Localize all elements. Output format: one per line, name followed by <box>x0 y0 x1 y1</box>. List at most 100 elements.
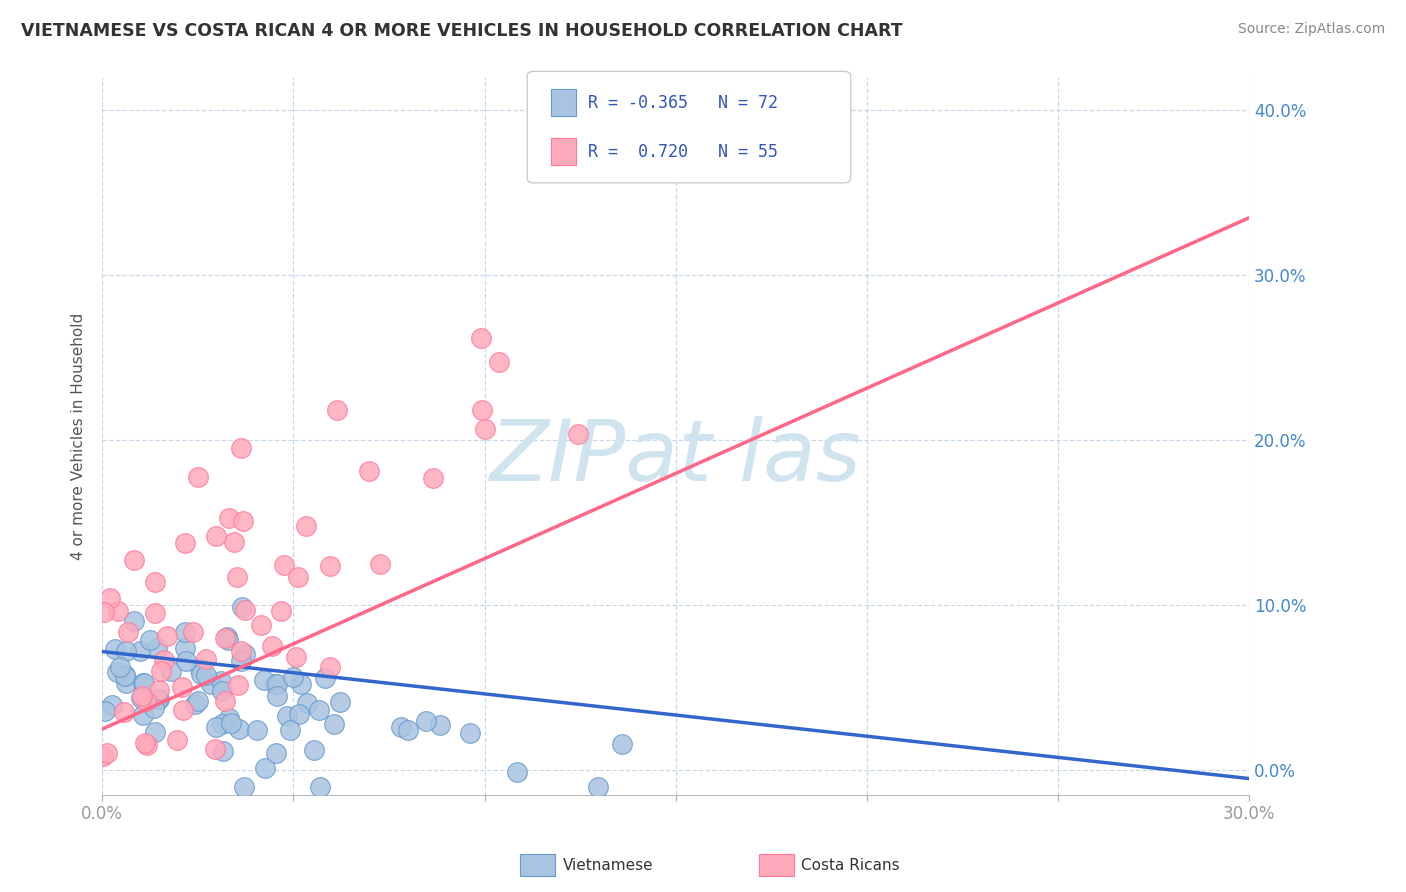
Point <box>181 625 204 640</box>
Point <box>253 761 276 775</box>
Point <box>266 689 288 703</box>
Point <box>129 690 152 705</box>
Point <box>148 691 170 706</box>
Point <box>115 643 138 657</box>
Point <box>143 574 166 589</box>
Point <box>136 738 159 752</box>
Text: R = -0.365   N = 72: R = -0.365 N = 72 <box>588 94 778 112</box>
Point <box>132 676 155 690</box>
Point <box>228 722 250 736</box>
Point <box>270 604 292 618</box>
Point <box>143 700 166 714</box>
Point <box>368 557 391 571</box>
Point <box>148 682 170 697</box>
Point <box>263 677 285 691</box>
Point <box>285 649 308 664</box>
Point <box>218 510 240 524</box>
Point <box>132 676 155 690</box>
Point <box>260 639 283 653</box>
Point <box>148 692 170 706</box>
Point <box>146 640 169 655</box>
Point <box>112 705 135 719</box>
Point <box>429 718 451 732</box>
Point <box>415 714 437 728</box>
Point <box>290 677 312 691</box>
Point <box>233 648 256 662</box>
Point <box>273 558 295 573</box>
Point <box>166 733 188 747</box>
Point <box>172 680 194 694</box>
Point <box>266 746 288 760</box>
Point <box>91 748 114 763</box>
Text: Costa Ricans: Costa Ricans <box>801 858 900 872</box>
Point <box>187 694 209 708</box>
Point <box>187 469 209 483</box>
Point <box>471 403 494 417</box>
Point <box>211 717 233 731</box>
Point <box>156 629 179 643</box>
Point <box>190 667 212 681</box>
Point <box>276 709 298 723</box>
Point <box>219 716 242 731</box>
Point <box>231 441 253 455</box>
Point <box>246 723 269 737</box>
Point <box>229 643 252 657</box>
Point <box>326 403 349 417</box>
Point <box>250 618 273 632</box>
Text: R =  0.720   N = 55: R = 0.720 N = 55 <box>588 143 778 161</box>
Point <box>104 642 127 657</box>
Point <box>304 742 326 756</box>
Point <box>205 529 228 543</box>
Point <box>174 535 197 549</box>
Point <box>389 720 412 734</box>
Point <box>212 744 235 758</box>
Point <box>329 695 352 709</box>
Point <box>159 664 181 678</box>
Point <box>281 670 304 684</box>
Point <box>117 624 139 639</box>
Point <box>253 673 276 688</box>
Point <box>93 606 115 620</box>
Point <box>458 726 481 740</box>
Point <box>217 632 239 647</box>
Point <box>232 514 254 528</box>
Point <box>135 694 157 708</box>
Point <box>506 765 529 780</box>
Point <box>174 654 197 668</box>
Point <box>278 723 301 738</box>
Point <box>287 570 309 584</box>
Point <box>586 780 609 794</box>
Text: VIETNAMESE VS COSTA RICAN 4 OR MORE VEHICLES IN HOUSEHOLD CORRELATION CHART: VIETNAMESE VS COSTA RICAN 4 OR MORE VEHI… <box>21 22 903 40</box>
Point <box>322 716 344 731</box>
Point <box>214 631 236 645</box>
Point <box>422 471 444 485</box>
Point <box>105 665 128 680</box>
Point <box>288 706 311 721</box>
Point <box>107 604 129 618</box>
Point <box>218 711 240 725</box>
Point <box>94 704 117 718</box>
Point <box>172 703 194 717</box>
Point <box>229 654 252 668</box>
Point <box>184 697 207 711</box>
Point <box>110 660 132 674</box>
Point <box>173 624 195 639</box>
Point <box>470 331 492 345</box>
Point <box>295 697 318 711</box>
Point <box>294 519 316 533</box>
Point <box>114 675 136 690</box>
Point <box>200 677 222 691</box>
Point <box>139 633 162 648</box>
Point <box>131 690 153 704</box>
Point <box>232 780 254 794</box>
Point <box>96 747 118 761</box>
Point <box>319 660 342 674</box>
Point <box>124 553 146 567</box>
Point <box>488 355 510 369</box>
Point <box>214 694 236 708</box>
Point <box>100 591 122 606</box>
Point <box>217 630 239 644</box>
Point <box>122 615 145 629</box>
Y-axis label: 4 or more Vehicles in Household: 4 or more Vehicles in Household <box>72 312 86 560</box>
Point <box>101 698 124 712</box>
